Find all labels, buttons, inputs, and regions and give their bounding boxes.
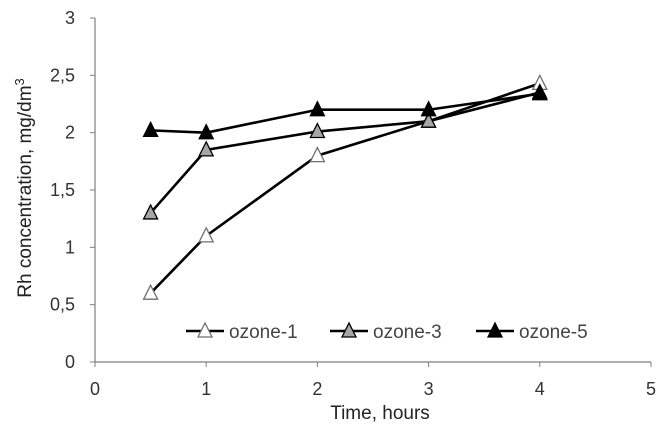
y-axis-title-main: Rh concentration, mg/dm: [15, 85, 36, 297]
x-tick-label: 2: [312, 379, 322, 399]
legend-item-ozone-5: ozone-5: [476, 321, 588, 343]
data-point-ozone-5: [420, 100, 437, 117]
legend: ozone-1 ozone-3 ozone-5: [186, 321, 588, 343]
y-tick-label: 1: [65, 237, 75, 257]
y-tick-label: 0,5: [50, 295, 75, 315]
legend-label: ozone-3: [373, 322, 442, 343]
x-tick-label: 3: [424, 379, 434, 399]
legend-label: ozone-5: [519, 322, 588, 343]
legend-marker-ozone-1: [196, 321, 214, 338]
x-tick-label: 4: [535, 379, 545, 399]
data-point-ozone-5: [531, 84, 548, 101]
y-tick-label: 2: [65, 123, 75, 143]
x-tick-label: 0: [90, 379, 100, 399]
x-tick-label: 5: [646, 379, 656, 399]
y-tick-label: 3: [65, 8, 75, 28]
y-tick-label: 1,5: [50, 180, 75, 200]
x-tick-label: 1: [201, 379, 211, 399]
legend-marker-ozone-3: [340, 321, 358, 338]
series-ozone-5: [142, 84, 548, 140]
data-point-ozone-3: [142, 203, 159, 220]
data-point-ozone-5: [142, 120, 159, 138]
legend-marker-ozone-5: [486, 321, 504, 338]
data-point-ozone-3: [198, 140, 215, 157]
data-point-ozone-3: [420, 111, 437, 128]
x-axis-title: Time, hours: [330, 403, 430, 424]
legend-label: ozone-1: [229, 322, 298, 343]
x-tick-labels: 0 1 2 3 4 5: [90, 362, 656, 399]
series-layer: [142, 73, 548, 300]
data-point-ozone-1: [309, 146, 326, 163]
legend-item-ozone-1: ozone-1: [186, 321, 298, 343]
data-point-ozone-3: [309, 122, 326, 139]
data-point-ozone-1: [198, 226, 215, 243]
y-tick-label: 2,5: [50, 65, 75, 85]
data-point-ozone-5: [198, 123, 215, 140]
y-tick-labels: 0 0,5 1 1,5 2 2,5 3: [50, 8, 95, 372]
y-axis-title: Rh concentration, mg/dm3: [12, 78, 36, 298]
data-point-ozone-1: [142, 283, 159, 300]
y-axis-title-superscript: 3: [12, 78, 27, 85]
data-point-ozone-5: [309, 100, 326, 117]
y-tick-label: 0: [65, 352, 75, 372]
legend-item-ozone-3: ozone-3: [330, 321, 442, 343]
